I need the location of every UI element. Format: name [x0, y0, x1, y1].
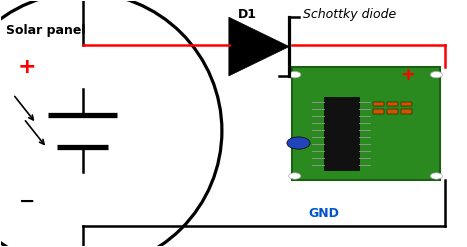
Circle shape — [287, 137, 310, 149]
Circle shape — [430, 173, 442, 179]
Text: D1: D1 — [238, 8, 257, 21]
Bar — [373, 109, 384, 114]
Text: Schottky diode: Schottky diode — [303, 8, 396, 21]
Bar — [291, 67, 440, 180]
Circle shape — [289, 173, 301, 179]
Circle shape — [289, 71, 301, 78]
Text: −: − — [19, 192, 35, 211]
Bar — [373, 102, 384, 106]
Text: +: + — [18, 57, 36, 77]
Bar — [401, 109, 412, 114]
Text: Solar panel: Solar panel — [6, 24, 85, 37]
Bar — [401, 102, 412, 106]
Text: GND: GND — [309, 207, 340, 220]
Bar — [324, 97, 359, 170]
Bar — [387, 109, 398, 114]
Circle shape — [430, 71, 442, 78]
Text: +: + — [400, 66, 415, 84]
Bar — [387, 102, 398, 106]
Polygon shape — [229, 17, 289, 76]
